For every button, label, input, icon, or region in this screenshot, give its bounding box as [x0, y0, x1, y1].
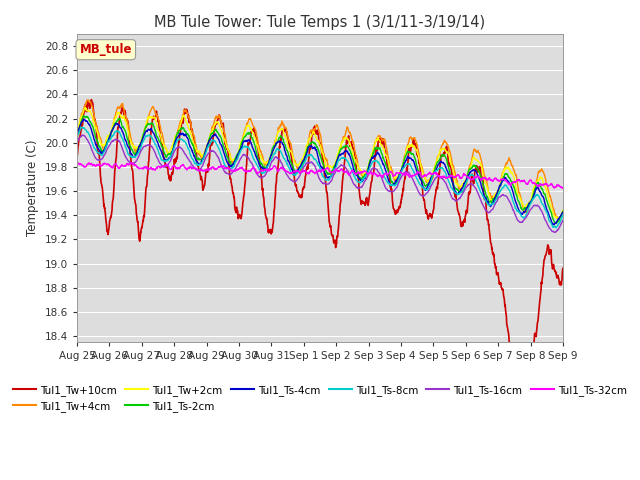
Line: Tul1_Ts-8cm: Tul1_Ts-8cm — [77, 127, 563, 228]
Tul1_Ts-4cm — [161, 156, 168, 162]
Line: Tul1_Tw+2cm: Tul1_Tw+2cm — [77, 108, 563, 218]
Tul1_Tw+2cm — [293, 162, 301, 168]
Tul1_Ts-32cm — [559, 185, 567, 191]
Tul1_Ts-16cm — [559, 217, 567, 223]
Tul1_Ts-16cm — [161, 164, 168, 170]
Tul1_Tw+4cm — [528, 197, 536, 203]
Tul1_Tw+2cm — [83, 108, 90, 113]
Line: Tul1_Ts-4cm: Tul1_Ts-4cm — [77, 119, 563, 225]
Tul1_Ts-4cm — [293, 168, 301, 174]
Tul1_Tw+4cm — [83, 97, 91, 103]
Tul1_Ts-32cm — [293, 168, 301, 174]
Tul1_Ts-2cm — [161, 150, 168, 156]
Tul1_Ts-16cm — [293, 177, 301, 182]
Line: Tul1_Ts-2cm: Tul1_Ts-2cm — [77, 116, 563, 224]
Line: Tul1_Tw+10cm: Tul1_Tw+10cm — [77, 100, 563, 395]
Tul1_Tw+10cm — [529, 345, 536, 350]
Tul1_Tw+10cm — [293, 189, 301, 194]
Tul1_Ts-16cm — [79, 132, 86, 138]
Tul1_Ts-2cm — [83, 114, 90, 120]
Tul1_Ts-2cm — [322, 168, 330, 174]
Tul1_Ts-32cm — [73, 160, 81, 166]
Line: Tul1_Tw+4cm: Tul1_Tw+4cm — [77, 100, 563, 219]
Tul1_Tw+2cm — [408, 143, 416, 148]
Tul1_Ts-2cm — [552, 221, 560, 227]
Tul1_Tw+10cm — [322, 184, 330, 190]
Tul1_Ts-8cm — [408, 166, 416, 172]
Tul1_Ts-8cm — [528, 198, 536, 204]
Tul1_Ts-8cm — [73, 134, 81, 140]
Tul1_Ts-32cm — [528, 180, 536, 185]
Tul1_Ts-16cm — [551, 229, 559, 235]
Tul1_Ts-4cm — [550, 222, 558, 228]
Title: MB Tule Tower: Tule Temps 1 (3/1/11-3/19/14): MB Tule Tower: Tule Temps 1 (3/1/11-3/19… — [154, 15, 486, 30]
Tul1_Ts-4cm — [408, 157, 416, 163]
Tul1_Tw+2cm — [73, 130, 81, 136]
Tul1_Ts-8cm — [322, 177, 330, 182]
Tul1_Tw+2cm — [559, 207, 567, 213]
Tul1_Ts-16cm — [408, 175, 416, 181]
Tul1_Tw+10cm — [559, 265, 567, 271]
Tul1_Ts-8cm — [77, 124, 85, 130]
Tul1_Tw+10cm — [408, 142, 416, 147]
Tul1_Ts-4cm — [80, 116, 88, 122]
Text: MB_tule: MB_tule — [79, 43, 132, 56]
Tul1_Ts-2cm — [408, 151, 416, 156]
Tul1_Ts-4cm — [322, 172, 330, 178]
Tul1_Ts-2cm — [559, 208, 567, 214]
Tul1_Ts-8cm — [83, 128, 90, 134]
Tul1_Tw+4cm — [73, 133, 81, 139]
Tul1_Ts-2cm — [528, 197, 536, 203]
Tul1_Ts-8cm — [161, 158, 168, 164]
Tul1_Tw+4cm — [83, 100, 90, 106]
Tul1_Ts-2cm — [73, 131, 81, 137]
Tul1_Tw+2cm — [528, 193, 536, 199]
Tul1_Tw+10cm — [513, 392, 521, 397]
Tul1_Ts-8cm — [293, 170, 301, 176]
Tul1_Ts-4cm — [528, 197, 536, 203]
Tul1_Ts-2cm — [79, 113, 87, 119]
Tul1_Ts-8cm — [559, 212, 567, 218]
Tul1_Ts-32cm — [559, 185, 566, 191]
Tul1_Tw+10cm — [88, 97, 95, 103]
Tul1_Tw+10cm — [73, 153, 81, 158]
Tul1_Tw+2cm — [81, 105, 89, 110]
Tul1_Ts-16cm — [83, 136, 90, 142]
Tul1_Ts-16cm — [322, 181, 330, 187]
Tul1_Tw+4cm — [322, 156, 330, 161]
Tul1_Ts-32cm — [322, 166, 330, 172]
Line: Tul1_Ts-32cm: Tul1_Ts-32cm — [77, 163, 563, 188]
Tul1_Ts-32cm — [83, 164, 90, 169]
Tul1_Ts-4cm — [559, 209, 567, 215]
Tul1_Ts-4cm — [73, 132, 81, 137]
Tul1_Tw+2cm — [161, 144, 168, 149]
Y-axis label: Temperature (C): Temperature (C) — [26, 140, 39, 236]
Tul1_Tw+4cm — [293, 165, 301, 170]
Tul1_Ts-32cm — [161, 163, 168, 168]
Tul1_Tw+2cm — [322, 164, 330, 169]
Tul1_Ts-32cm — [127, 160, 135, 166]
Tul1_Tw+4cm — [554, 216, 562, 222]
Line: Tul1_Ts-16cm: Tul1_Ts-16cm — [77, 135, 563, 232]
Tul1_Tw+10cm — [83, 105, 90, 111]
Tul1_Ts-2cm — [293, 168, 301, 173]
Tul1_Tw+4cm — [559, 208, 567, 214]
Tul1_Tw+2cm — [556, 216, 563, 221]
Tul1_Tw+4cm — [408, 137, 416, 143]
Tul1_Tw+10cm — [161, 158, 168, 164]
Tul1_Ts-16cm — [528, 205, 536, 211]
Tul1_Ts-32cm — [408, 173, 416, 179]
Tul1_Ts-16cm — [73, 139, 81, 145]
Legend: Tul1_Tw+10cm, Tul1_Tw+4cm, Tul1_Tw+2cm, Tul1_Ts-2cm, Tul1_Ts-4cm, Tul1_Ts-8cm, T: Tul1_Tw+10cm, Tul1_Tw+4cm, Tul1_Tw+2cm, … — [10, 381, 630, 415]
Tul1_Ts-4cm — [83, 118, 90, 124]
Tul1_Tw+4cm — [161, 142, 168, 147]
Tul1_Ts-8cm — [552, 225, 560, 231]
